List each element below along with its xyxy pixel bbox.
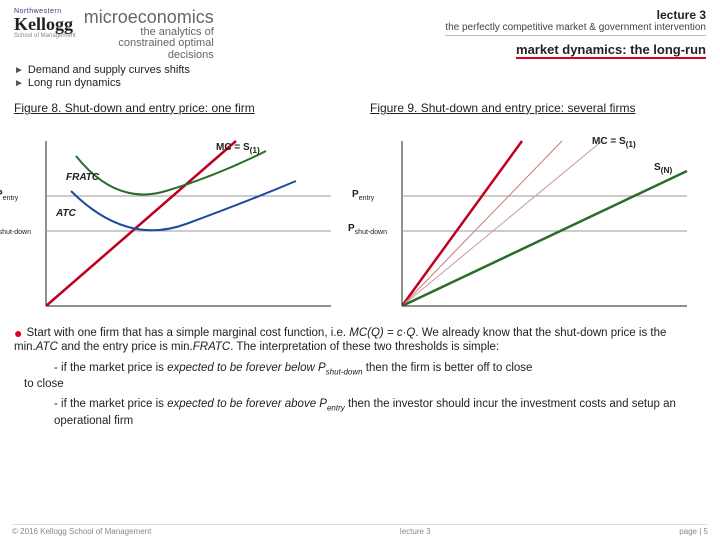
fig8-mc-label: MC = S(1) xyxy=(216,142,260,155)
title-main: microeconomics xyxy=(84,8,214,27)
bullet-2: ► Long run dynamics xyxy=(14,77,706,90)
paragraph-3: - if the market price is expected to be … xyxy=(54,397,706,428)
section-title: market dynamics: the long-run xyxy=(516,42,706,59)
paragraph-1: ●Start with one firm that has a simple m… xyxy=(14,326,706,355)
title-block: microeconomics the analytics of constrai… xyxy=(84,8,214,62)
bullets: ► Demand and supply curves shifts ► Long r… xyxy=(14,64,706,90)
fig8-pentry-label: Pentry xyxy=(0,189,18,202)
figure-8-title: Figure 8. Shut-down and entry price: one… xyxy=(14,102,350,132)
paragraph-2: - if the market price is expected to be … xyxy=(54,361,706,377)
bullet-dot-icon: ● xyxy=(14,325,22,341)
figure-9-svg xyxy=(392,136,692,316)
logo-kellogg: Kellogg xyxy=(14,15,73,33)
header-right: lecture 3 the perfectly competitive mark… xyxy=(445,8,706,59)
bullet-2-text: Long run dynamics xyxy=(28,77,121,89)
fig8-fratc-label: FRATC xyxy=(66,172,99,183)
fig8-atc-label: ATC xyxy=(56,208,76,219)
body-text: ●Start with one firm that has a simple m… xyxy=(14,326,706,428)
figure-8: Figure 8. Shut-down and entry price: one… xyxy=(14,102,350,316)
kellogg-logo: Northwestern Kellogg School of Managemen… xyxy=(14,8,76,62)
figure-9: Figure 9. Shut-down and entry price: sev… xyxy=(370,102,706,316)
logo-subtitle: School of Management xyxy=(14,33,76,39)
figure-8-chart: MC = S(1) FRATC ATC Pentry Pshut-down xyxy=(36,136,336,316)
fig9-mc-label: MC = S(1) xyxy=(592,136,636,149)
slide: Northwestern Kellogg School of Managemen… xyxy=(0,0,720,540)
header-rule xyxy=(445,35,706,36)
footer-page: page | 5 xyxy=(679,527,708,536)
header-left: Northwestern Kellogg School of Managemen… xyxy=(14,8,214,62)
header: Northwestern Kellogg School of Managemen… xyxy=(14,8,706,62)
figures-row: Figure 8. Shut-down and entry price: one… xyxy=(14,102,706,316)
figure-8-svg xyxy=(36,136,336,316)
fig9-pentry-label: Pentry xyxy=(352,189,374,202)
lecture-topic: the perfectly competitive market & gover… xyxy=(445,22,706,33)
footer-lecture: lecture 3 xyxy=(400,527,431,536)
paragraph-2b: to close xyxy=(24,377,706,391)
footer: © 2016 Kellogg School of Management lect… xyxy=(12,524,708,536)
fig9-sn-label: S(N) xyxy=(654,162,672,175)
arrow-icon: ► xyxy=(14,65,24,76)
lecture-number: lecture 3 xyxy=(445,8,706,22)
bullet-1: ► Demand and supply curves shifts xyxy=(14,64,706,77)
fig8-pshutdown-label: Pshut-down xyxy=(0,223,31,236)
figure-9-chart: MC = S(1) S(N) Pentry Pshut-down xyxy=(392,136,692,316)
bullet-1-text: Demand and supply curves shifts xyxy=(28,64,190,76)
arrow-icon: ► xyxy=(14,78,24,89)
fig9-pshutdown-label: Pshut-down xyxy=(348,223,387,236)
footer-copyright: © 2016 Kellogg School of Management xyxy=(12,527,151,536)
figure-9-title: Figure 9. Shut-down and entry price: sev… xyxy=(370,102,706,132)
title-sub3: decisions xyxy=(84,50,214,62)
